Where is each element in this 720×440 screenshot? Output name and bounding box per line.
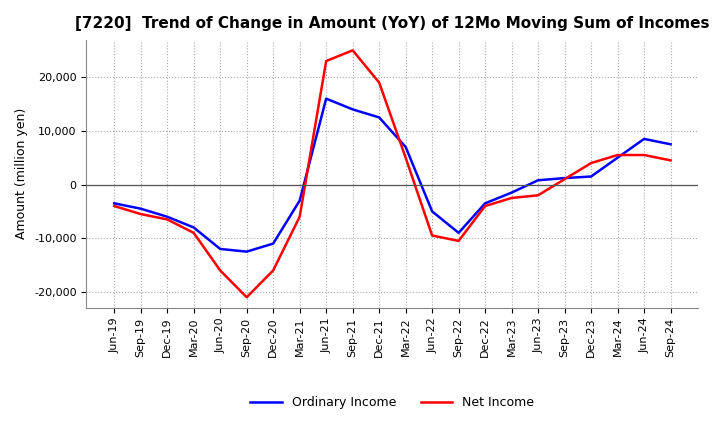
Ordinary Income bbox=[666, 142, 675, 147]
Net Income bbox=[508, 195, 516, 201]
Ordinary Income bbox=[163, 214, 171, 220]
Ordinary Income bbox=[401, 144, 410, 150]
Net Income bbox=[666, 158, 675, 163]
Ordinary Income bbox=[560, 176, 569, 181]
Title: [7220]  Trend of Change in Amount (YoY) of 12Mo Moving Sum of Incomes: [7220] Trend of Change in Amount (YoY) o… bbox=[75, 16, 710, 32]
Net Income bbox=[110, 203, 119, 209]
Ordinary Income bbox=[136, 206, 145, 211]
Net Income bbox=[375, 80, 384, 85]
Ordinary Income bbox=[216, 246, 225, 252]
Net Income bbox=[613, 152, 622, 158]
Net Income bbox=[640, 152, 649, 158]
Ordinary Income bbox=[322, 96, 330, 101]
Net Income bbox=[163, 217, 171, 222]
Ordinary Income bbox=[613, 155, 622, 160]
Ordinary Income bbox=[481, 201, 490, 206]
Ordinary Income bbox=[640, 136, 649, 142]
Ordinary Income bbox=[269, 241, 277, 246]
Ordinary Income bbox=[348, 107, 357, 112]
Line: Net Income: Net Income bbox=[114, 50, 670, 297]
Ordinary Income bbox=[534, 178, 542, 183]
Net Income bbox=[428, 233, 436, 238]
Ordinary Income bbox=[454, 230, 463, 235]
Ordinary Income bbox=[428, 209, 436, 214]
Ordinary Income bbox=[295, 198, 304, 203]
Net Income bbox=[481, 203, 490, 209]
Net Income bbox=[348, 48, 357, 53]
Net Income bbox=[587, 161, 595, 166]
Net Income bbox=[454, 238, 463, 244]
Ordinary Income bbox=[587, 174, 595, 179]
Net Income bbox=[216, 268, 225, 273]
Ordinary Income bbox=[243, 249, 251, 254]
Net Income bbox=[136, 211, 145, 216]
Line: Ordinary Income: Ordinary Income bbox=[114, 99, 670, 252]
Net Income bbox=[560, 176, 569, 182]
Ordinary Income bbox=[189, 225, 198, 230]
Legend: Ordinary Income, Net Income: Ordinary Income, Net Income bbox=[246, 392, 539, 414]
Net Income bbox=[189, 230, 198, 235]
Ordinary Income bbox=[375, 115, 384, 120]
Net Income bbox=[534, 193, 542, 198]
Ordinary Income bbox=[508, 190, 516, 195]
Y-axis label: Amount (million yen): Amount (million yen) bbox=[16, 108, 29, 239]
Net Income bbox=[243, 295, 251, 300]
Net Income bbox=[269, 268, 277, 273]
Ordinary Income bbox=[110, 201, 119, 206]
Net Income bbox=[295, 214, 304, 220]
Net Income bbox=[322, 59, 330, 64]
Net Income bbox=[401, 155, 410, 160]
